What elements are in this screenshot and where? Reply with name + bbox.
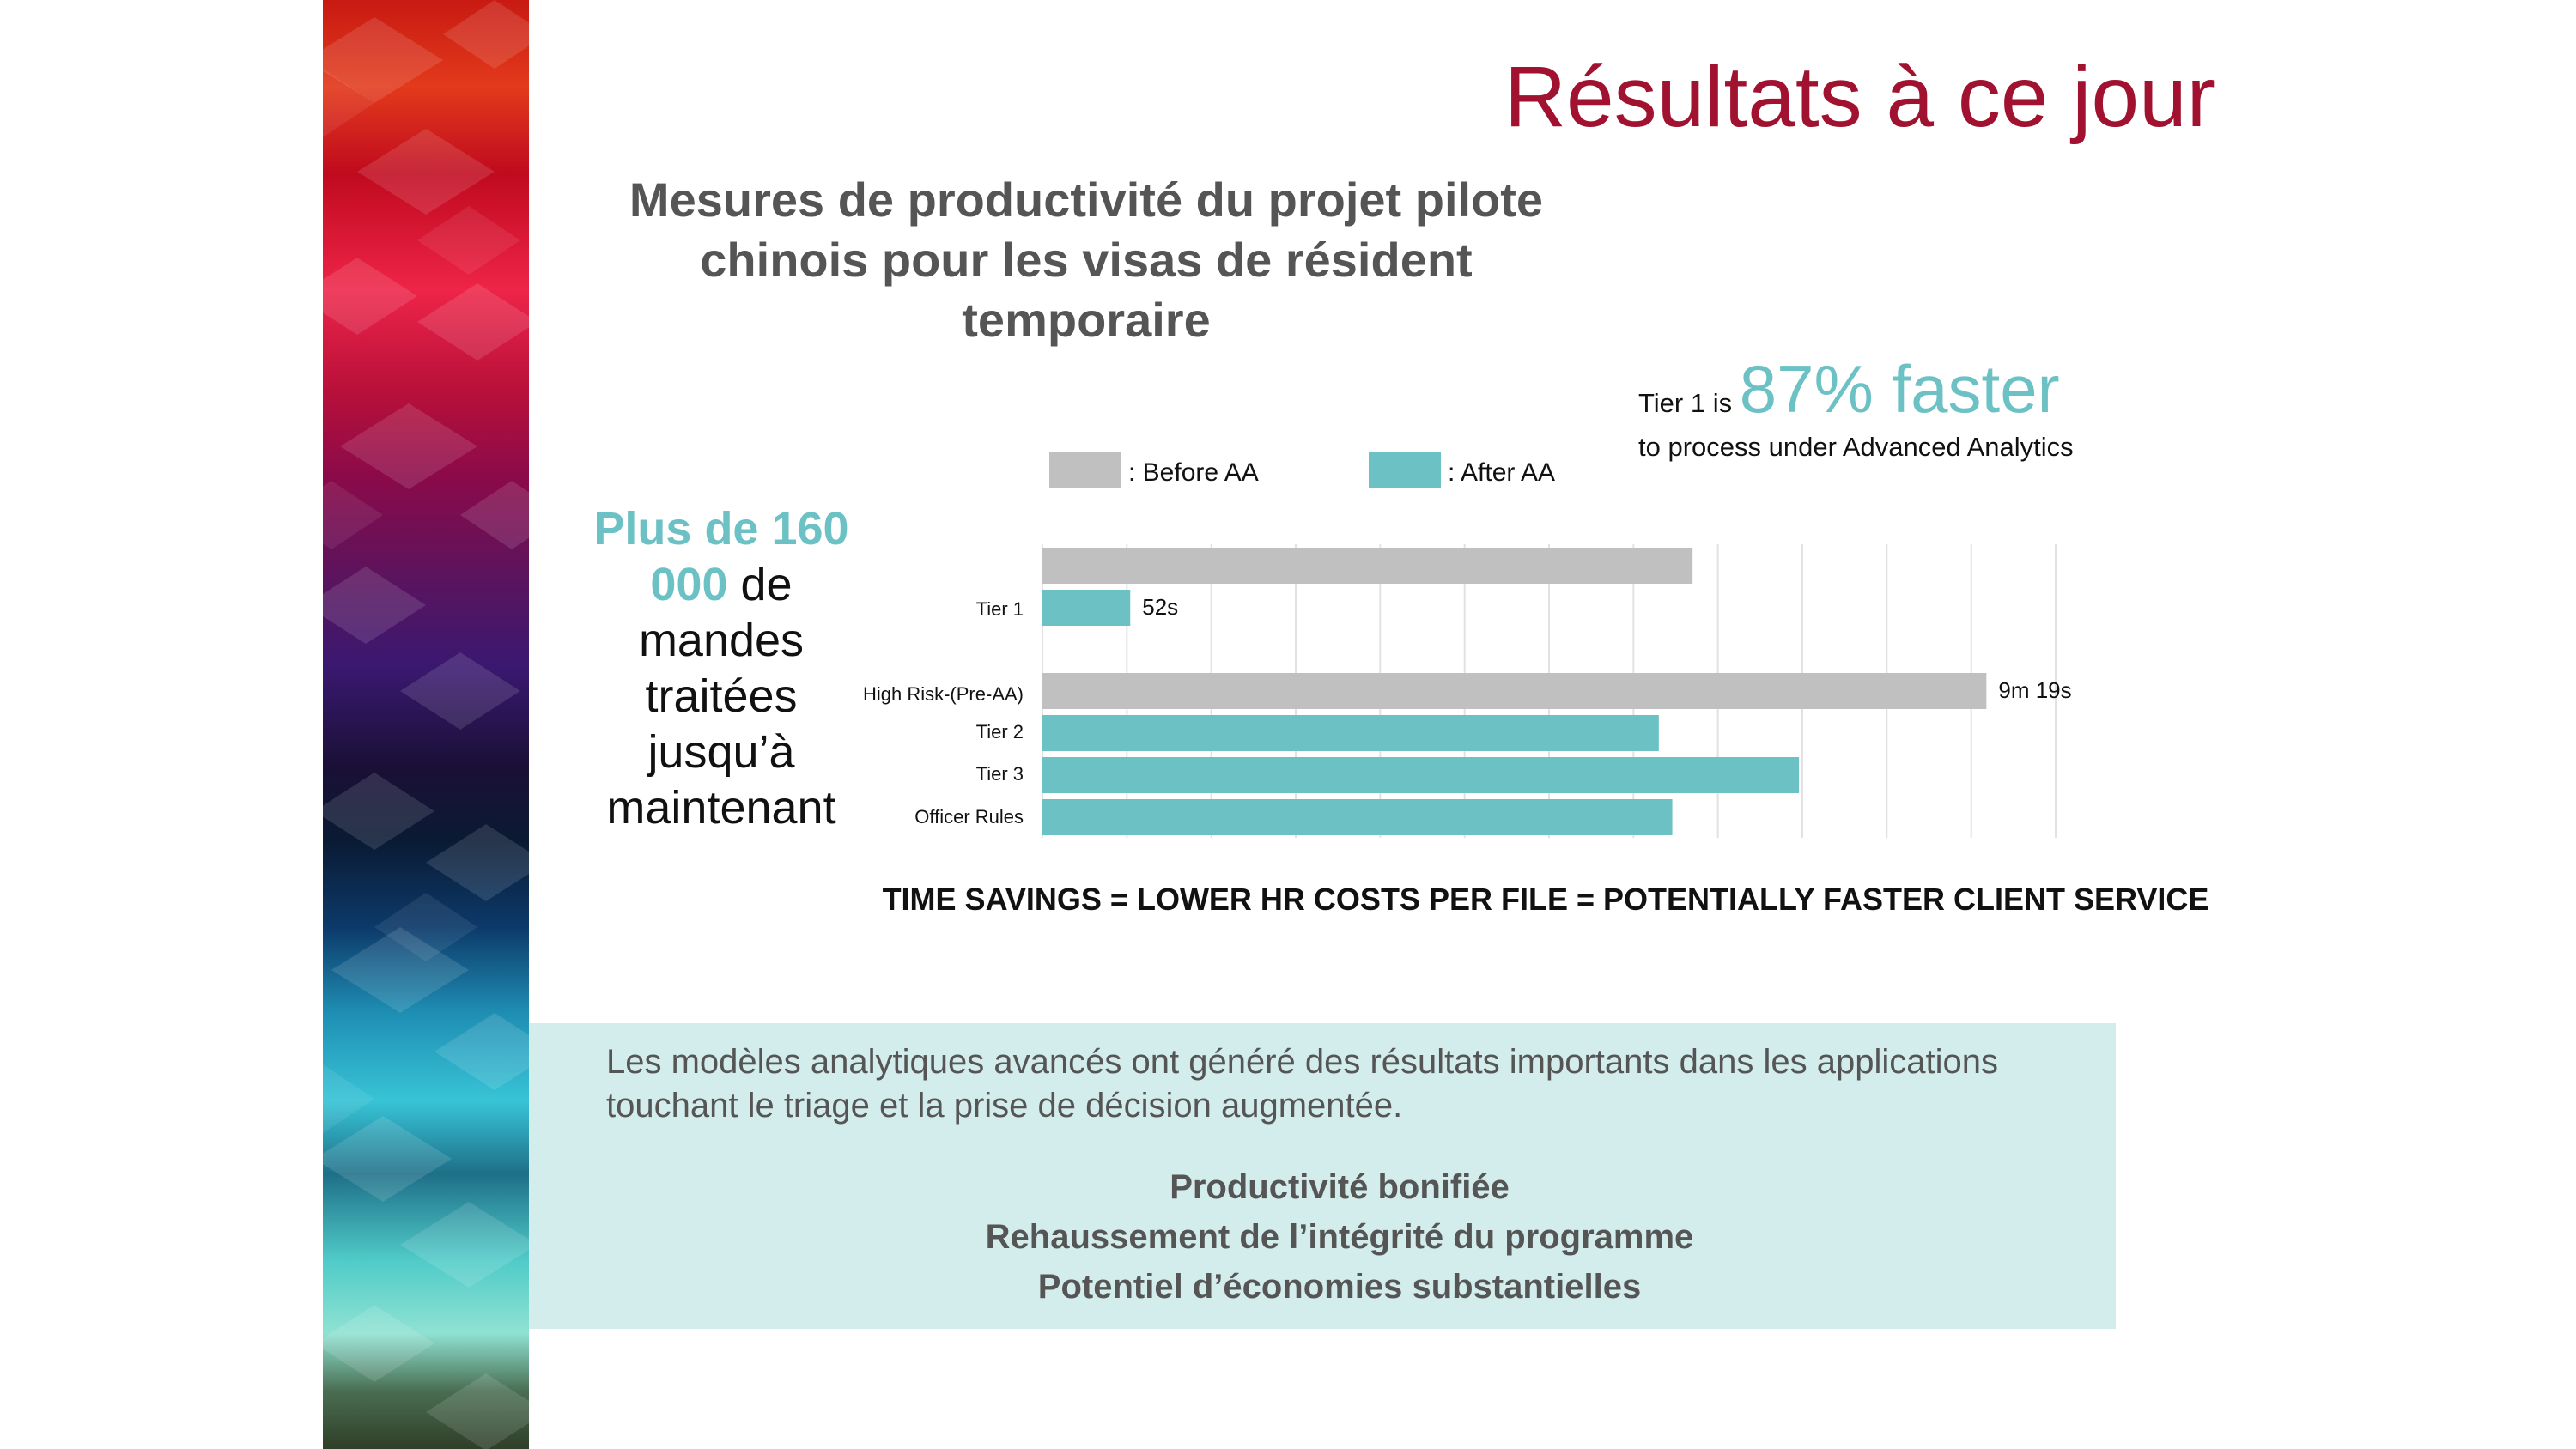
time-savings-statement: TIME SAVINGS = LOWER HR COSTS PER FILE =… [882, 882, 2209, 917]
benefit-item: Potentiel d’économies substantielles [1037, 1268, 1642, 1306]
tier1-note-suffix: to process under Advanced Analytics [1638, 432, 2074, 462]
decorative-pattern-strip [323, 0, 529, 1449]
summary-box: Les modèles analytiques avancés ont géné… [529, 1023, 2116, 1329]
category-label: Tier 1 [976, 598, 1024, 620]
category-label: Tier 3 [976, 763, 1024, 785]
diamond-pattern-icon [323, 0, 529, 1449]
legend-swatch [1049, 452, 1121, 488]
bar [1042, 673, 1987, 709]
benefits-list: Productivité bonifiée Rehaussement de l’… [606, 1162, 2073, 1312]
slide-title: Résultats à ce jour [1504, 49, 2215, 145]
legend-label: : Before AA [1128, 458, 1259, 487]
benefit-item: Rehaussement de l’intégrité du programme [985, 1218, 1694, 1256]
callout-highlight: Plus de 160 000 [593, 503, 849, 610]
bar [1042, 590, 1131, 626]
bar-value-label: 9m 19s [1998, 677, 2071, 703]
chart-category-labels: Tier 1 High Risk-(Pre-AA) Tier 2 Tier 3 Offi… [863, 598, 1024, 828]
category-label: High Risk-(Pre-AA) [863, 683, 1024, 705]
benefit-item: Productivité bonifiée [1170, 1168, 1510, 1206]
chart-heading: Mesures de productivité du projet pilote… [629, 173, 1544, 347]
bar [1042, 799, 1673, 835]
chart-legend: : Before AA : After AA [1049, 452, 1555, 488]
applications-processed-callout: Plus de 160 000 de mandes traitées jusqu… [584, 501, 859, 836]
legend-label: : After AA [1448, 458, 1555, 487]
tier1-note-prefix: Tier 1 is [1638, 388, 1733, 418]
category-label: Officer Rules [914, 806, 1024, 828]
chart-bars: 52s 9m 19s [1042, 548, 2072, 835]
bar [1042, 757, 1800, 793]
category-label: Tier 2 [976, 721, 1024, 743]
bar [1042, 548, 1693, 584]
legend-swatch [1369, 452, 1441, 488]
tier1-note-highlight: 87% faster [1739, 351, 2060, 427]
callout-text: de mandes traitées jusqu’à maintenant [606, 559, 836, 834]
bar [1042, 715, 1659, 751]
tier1-speed-note: Tier 1 is 87% faster to process under Ad… [1638, 350, 2239, 463]
bar-value-label: 52s [1142, 594, 1178, 620]
summary-text: Les modèles analytiques avancés ont géné… [606, 1043, 1998, 1125]
